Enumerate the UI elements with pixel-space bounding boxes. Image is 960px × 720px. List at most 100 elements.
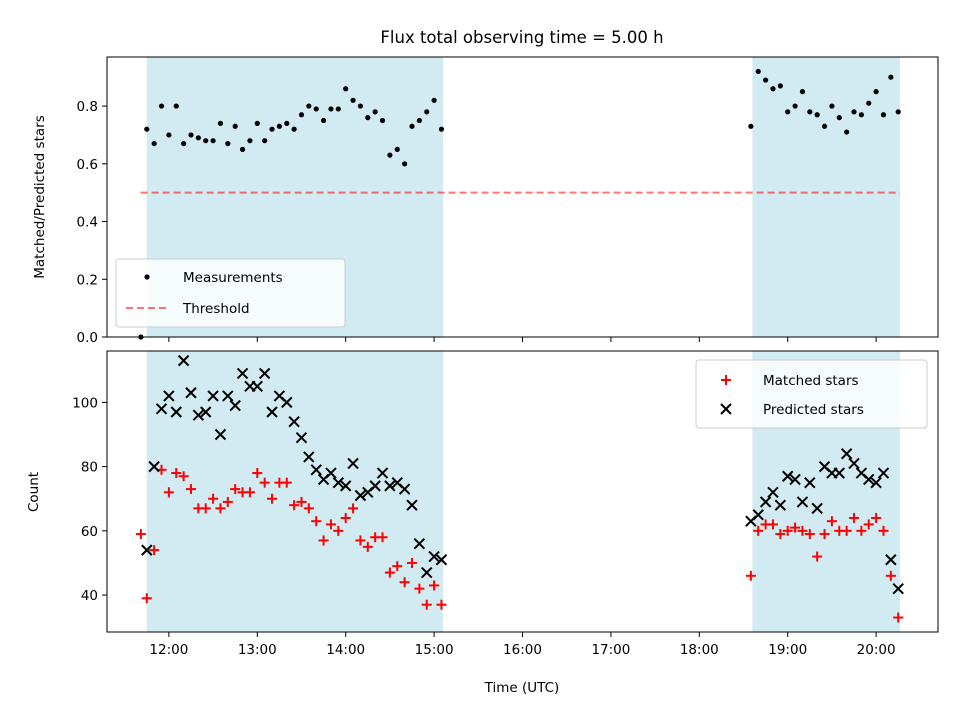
x-stroke-b [804, 476, 816, 489]
measurement-point [431, 97, 437, 103]
y-tick-label: 0.0 [77, 330, 98, 346]
predicted-stars-point [376, 467, 389, 479]
x-stroke-b [332, 476, 345, 489]
y-tick-label: 0.6 [77, 157, 98, 173]
matched-stars-point [325, 519, 336, 530]
measurement-point [888, 74, 894, 80]
measurement-point [814, 112, 820, 118]
measurement-point [350, 97, 356, 103]
measurement-point [151, 140, 157, 147]
matched-stars-point [745, 570, 756, 581]
measurement-point [298, 112, 305, 118]
matched-stars-point [753, 525, 764, 536]
measurement-point [409, 123, 415, 129]
x-stroke-b [347, 457, 359, 470]
measurement-point [372, 109, 378, 115]
matched-stars-point [841, 525, 852, 536]
top-panel: 0.0 0.2 0.4 0.6 0.8 Measurements Threshold [77, 56, 939, 346]
predicted-stars-point [863, 473, 875, 486]
matched-stars-point [797, 525, 808, 536]
matched-stars-point [141, 593, 152, 604]
x-tick-label: 15:00 [415, 642, 454, 658]
matched-stars-point [871, 512, 882, 523]
x-stroke-b [833, 467, 845, 479]
top-panel-y-label: Matched/Predicted stars [32, 115, 48, 278]
measurement-point [306, 103, 312, 109]
x-stroke-b [339, 480, 352, 492]
matched-stars-point [849, 512, 860, 523]
predicted-stars-point [752, 509, 764, 521]
x-stroke-b [421, 566, 433, 579]
predicted-stars-point [767, 486, 779, 499]
matched-stars-point [421, 599, 432, 610]
measurement-point [320, 117, 327, 124]
x-stroke-b [192, 409, 205, 421]
matched-stars-point [856, 525, 867, 536]
measurement-point [247, 138, 253, 144]
matched-stars-point [767, 519, 778, 530]
measurement-point [873, 89, 879, 95]
x-stroke-b [796, 496, 809, 508]
bottom-legend: Matched stars Predicted stars [695, 359, 928, 429]
x-stroke-b [752, 509, 764, 521]
matched-stars-point [135, 529, 146, 540]
matched-stars-point [230, 484, 241, 495]
matched-stars-point [790, 522, 801, 533]
predicted-stars-point [214, 428, 227, 441]
x-stroke-b [811, 502, 823, 515]
measurement-point [328, 106, 334, 112]
matched-stars-point [215, 503, 226, 514]
measurement-point [394, 146, 400, 152]
predicted-stars-point [811, 502, 823, 515]
x-stroke-b [288, 415, 300, 428]
observing-window-band [752, 57, 900, 337]
legend-marker-dot [144, 274, 150, 280]
matched-stars-point [311, 516, 322, 527]
predicted-stars-point [155, 403, 168, 415]
x-stroke-b [398, 483, 411, 495]
measurement-point [895, 109, 901, 115]
x-stroke-b [200, 406, 212, 418]
predicted-stars-point [833, 467, 845, 479]
matched-stars-point [296, 496, 307, 507]
legend-label: Measurements [183, 270, 283, 286]
predicted-stars-point [406, 499, 418, 511]
matched-stars-point [377, 532, 388, 543]
predicted-stars-point [421, 566, 433, 579]
y-tick-label: 0.2 [77, 272, 98, 288]
x-stroke-b [266, 406, 278, 418]
measurement-point [807, 109, 813, 115]
measurement-point [203, 138, 209, 144]
predicted-stars-point [236, 367, 249, 380]
predicted-stars-point [163, 390, 175, 402]
predicted-stars-point [840, 448, 853, 460]
predicted-stars-point [325, 467, 337, 479]
matched-stars-point [289, 500, 300, 511]
measurement-point [379, 117, 386, 124]
x-stroke-b [818, 460, 831, 473]
measurement-point [880, 112, 887, 118]
matched-stars-point [149, 545, 160, 556]
predicted-stars-point [288, 415, 300, 428]
series-measurements [138, 68, 901, 340]
measurement-point [821, 123, 828, 129]
predicted-stars-point [303, 451, 315, 463]
bottom-panel: 12:00 13:00 14:00 15:00 16:00 17:00 18:00 19:00… [72, 350, 939, 658]
measurement-point [851, 109, 857, 115]
x-stroke-b [376, 467, 389, 479]
x-stroke-b [148, 460, 160, 473]
predicted-stars-point [413, 537, 426, 550]
measurement-point [799, 89, 806, 95]
predicted-stars-point [774, 499, 787, 511]
matched-stars-point [185, 484, 196, 495]
x-axis-label: Time (UTC) [484, 680, 560, 696]
x-stroke-b [435, 554, 448, 566]
matched-stars-point [863, 519, 874, 530]
matched-stars-point [318, 535, 329, 546]
measurement-point [210, 138, 216, 144]
measurement-point [225, 140, 231, 147]
predicted-stars-point [369, 480, 381, 492]
measurement-point [755, 68, 761, 75]
x-stroke-b [848, 457, 860, 470]
measurement-point [858, 112, 864, 118]
